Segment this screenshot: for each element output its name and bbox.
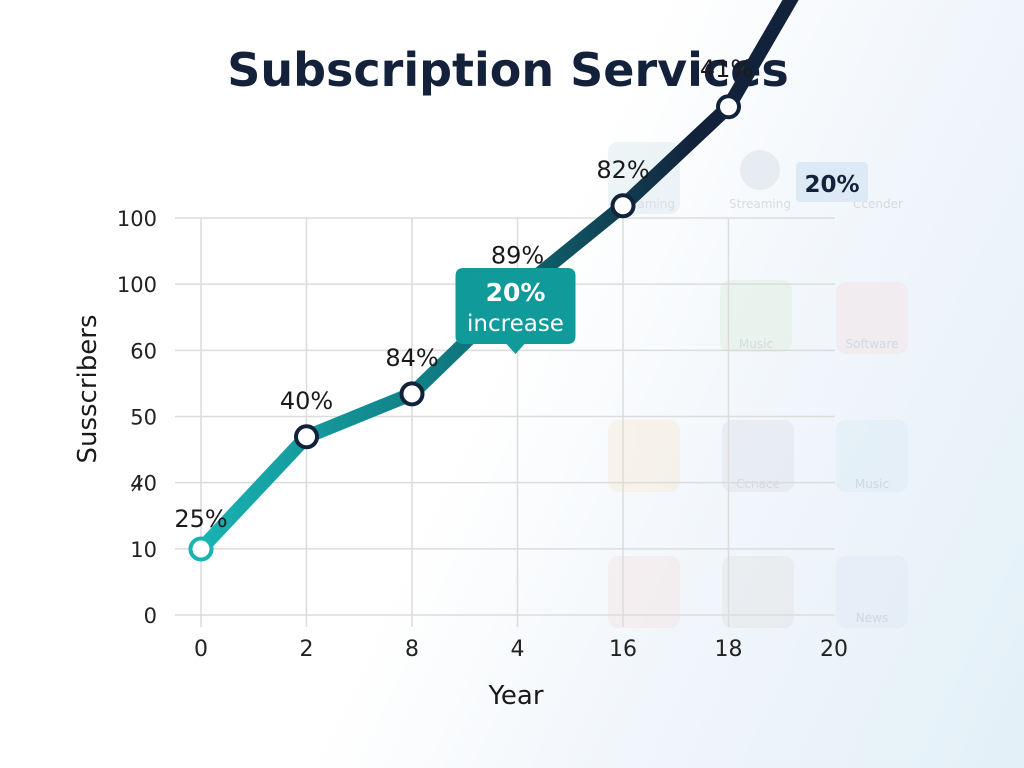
- y-axis-ticks: 0 10 4̷0 50 60 100 100: [117, 207, 157, 628]
- y-tick-label: 60: [130, 339, 157, 363]
- bg-tile-7: [608, 556, 680, 628]
- bg-tile-label-5: Software: [846, 337, 899, 351]
- data-point-marker: [610, 193, 636, 219]
- y-tick-label: 100: [117, 207, 157, 231]
- bg-tile-label-8: News: [856, 611, 888, 625]
- x-tick-label: 18: [715, 637, 743, 662]
- data-point-marker: [716, 94, 741, 120]
- bg-tile-5: [722, 420, 794, 492]
- data-label: 41%: [700, 55, 753, 83]
- y-axis-label: Susscribers: [73, 314, 103, 463]
- data-label: 89%: [491, 242, 544, 270]
- x-tick-label: 20: [820, 637, 848, 662]
- bg-tile-label-2: Streaming: [729, 197, 791, 211]
- globe-icon: [740, 150, 780, 190]
- y-tick-label: 0: [144, 604, 157, 628]
- annotations: 20% increase 20%: [455, 162, 868, 354]
- data-point-marker: [399, 381, 425, 407]
- callout-line-1: 20%: [486, 278, 546, 307]
- y-tick-label: 50: [130, 406, 157, 430]
- y-tick-label: 100: [117, 273, 157, 297]
- bg-tile-label-6: Ccnace: [736, 477, 780, 491]
- bg-tile-label-4: Music: [739, 337, 773, 351]
- background-tiles: Streaming Streaming Ccender Music Softwa…: [608, 142, 908, 628]
- bg-tile-6: [836, 420, 908, 492]
- x-axis-label: Year: [487, 681, 543, 711]
- bg-tile-3: [836, 282, 908, 354]
- x-tick-label: 8: [405, 637, 419, 662]
- data-label: 40%: [280, 387, 333, 415]
- bg-tile-8: [722, 556, 794, 628]
- x-tick-label: 0: [194, 637, 208, 662]
- bg-tile-label-7: Music: [855, 477, 889, 491]
- arrow-badge: [796, 162, 868, 202]
- bg-tile-4: [608, 420, 680, 492]
- bg-tile-2: [720, 280, 792, 352]
- x-tick-label: 16: [609, 637, 637, 662]
- chart-title: Subscription Services: [227, 43, 789, 97]
- data-point-marker: [188, 536, 214, 562]
- bg-tile-9: [836, 556, 908, 628]
- data-label: 25%: [174, 505, 227, 533]
- y-tick-label: 4̷0: [130, 472, 157, 496]
- y-tick-label: 10: [130, 538, 157, 562]
- x-tick-label: 2: [300, 637, 314, 662]
- callout-line-2: increase: [467, 311, 564, 337]
- data-label: 82%: [596, 156, 649, 184]
- x-axis-ticks: 0 2 8 4 16 18 20: [194, 637, 848, 662]
- data-label: 84%: [385, 344, 438, 372]
- callout-box: [455, 268, 576, 354]
- x-tick-label: 4: [511, 637, 525, 662]
- data-point-marker: [294, 424, 319, 450]
- arrow-badge-text: 20%: [804, 172, 859, 198]
